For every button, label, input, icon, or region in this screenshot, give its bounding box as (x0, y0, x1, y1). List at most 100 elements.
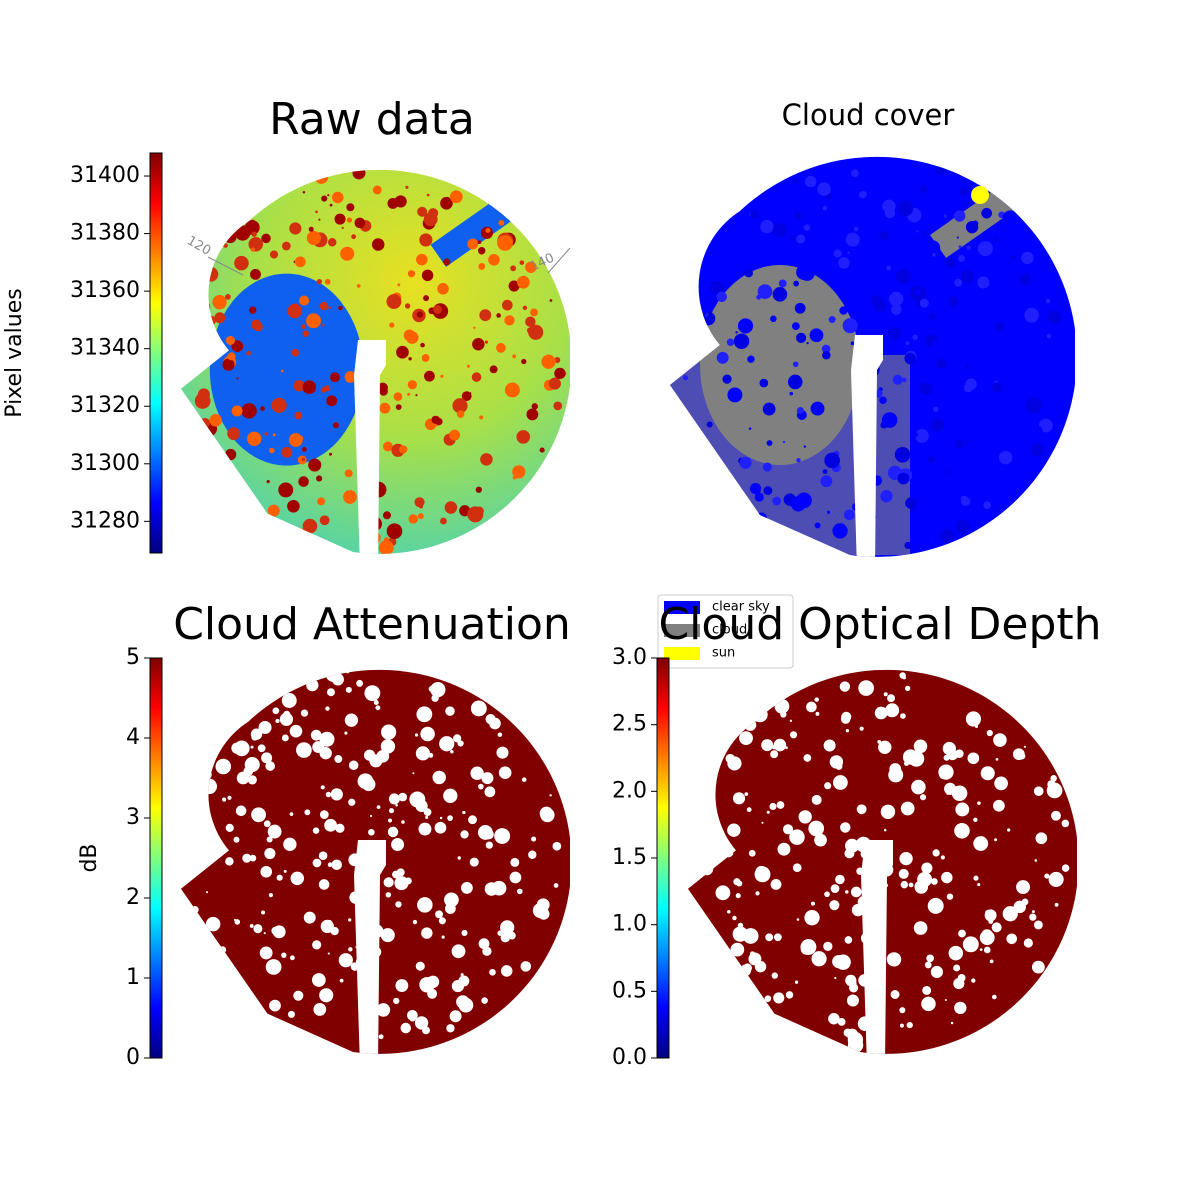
sky-spot (317, 497, 326, 506)
sky-spot (897, 472, 910, 485)
sky-spot (977, 801, 981, 805)
sky-spot (276, 874, 283, 881)
sky-spot (387, 198, 399, 209)
tick-label: 1.5 (612, 845, 647, 870)
sky-spot (485, 227, 491, 233)
sky-spot (407, 392, 411, 396)
sky-spot (736, 264, 739, 267)
sky-spot (287, 499, 300, 513)
sky-spot (1031, 425, 1043, 437)
sky-spot (461, 881, 473, 894)
sky-spot (415, 394, 418, 397)
sky-spot (408, 357, 412, 361)
sky-spot (407, 270, 416, 278)
sky-spot (834, 976, 837, 980)
tick-label: 31380 (70, 221, 140, 246)
sky-spot (796, 492, 812, 509)
sky-spot (980, 766, 995, 781)
sky-spot (205, 321, 211, 326)
sky-spot (931, 340, 942, 352)
sky-spot (539, 806, 554, 821)
sky-spot (955, 359, 967, 371)
sky-spot (479, 415, 484, 420)
sky-spot (814, 522, 821, 529)
sky-spot (1006, 933, 1018, 945)
sky-spot (742, 963, 753, 973)
sky-spot (264, 847, 276, 860)
sky-spot (744, 792, 749, 796)
sky-spot (507, 931, 516, 940)
sky-spot (498, 219, 505, 226)
sky-spot (451, 944, 466, 959)
sky-spot (205, 891, 209, 894)
sky-spot (477, 247, 486, 255)
colorbar (149, 657, 163, 1059)
polar-label: 120 (184, 234, 213, 259)
sky-spot (773, 933, 782, 942)
sky-spot (846, 849, 853, 856)
sky-spot (528, 850, 537, 859)
sky-spot (489, 365, 498, 374)
sky-spot (943, 214, 947, 218)
sky-spot (750, 850, 753, 853)
sky-spot (891, 304, 902, 315)
sky-spot (481, 997, 488, 1004)
sky-spot (789, 719, 793, 722)
sky-spot (777, 842, 791, 856)
sky-spot (772, 287, 788, 302)
sky-spot (766, 440, 773, 446)
tick-label: 31320 (70, 393, 140, 418)
sky-spot (308, 458, 322, 472)
sky-spot (243, 487, 248, 492)
sky-spot (844, 936, 853, 944)
sky-spot (382, 511, 391, 520)
sky-spot (828, 1013, 840, 1025)
sky-spot (954, 278, 963, 287)
sky-spot (921, 230, 927, 235)
sky-spot (329, 203, 333, 207)
sky-spot (261, 752, 273, 764)
sky-spot (233, 836, 240, 843)
sky-spot (1029, 913, 1037, 921)
sky-spot (941, 871, 953, 884)
sky-spot (1021, 898, 1029, 906)
sky-spot (810, 401, 825, 416)
sky-spot (412, 772, 415, 775)
sky-spot (389, 322, 395, 328)
sky-spot (372, 185, 382, 195)
sky-spot (1025, 397, 1042, 414)
sky-spot (223, 243, 228, 248)
sky-spot (793, 211, 802, 220)
sky-spot (271, 397, 287, 413)
sky-spot (401, 820, 405, 824)
sky-spot (380, 739, 396, 754)
sky-spot (447, 815, 453, 821)
sky-spot (877, 739, 882, 744)
sky-spot (732, 792, 746, 805)
sky-spot (883, 828, 887, 832)
sky-spot (549, 794, 552, 797)
tick-label: 31280 (70, 508, 140, 533)
sky-spot (798, 810, 812, 824)
sky-spot (789, 731, 798, 739)
sky-spot (473, 326, 476, 330)
sky-spot (498, 835, 505, 842)
sky-spot (921, 996, 936, 1012)
sky-spot (822, 350, 831, 360)
sky-spot (880, 490, 893, 503)
sky-spot (748, 952, 762, 966)
sky-spot (1049, 389, 1061, 401)
sky-spot (300, 324, 306, 330)
sky-spot (925, 240, 941, 256)
tick-label: 4 (126, 725, 140, 750)
sky-spot (785, 991, 794, 999)
sky-spot (223, 230, 237, 244)
sky-spot (537, 908, 550, 920)
sky-spot (839, 306, 848, 315)
sky-spot (263, 932, 266, 935)
panel-title: Raw data (269, 94, 475, 145)
sky-spot (750, 210, 760, 219)
sky-spot (1061, 864, 1070, 872)
sky-spot (422, 1026, 430, 1035)
sky-spot (693, 859, 705, 872)
